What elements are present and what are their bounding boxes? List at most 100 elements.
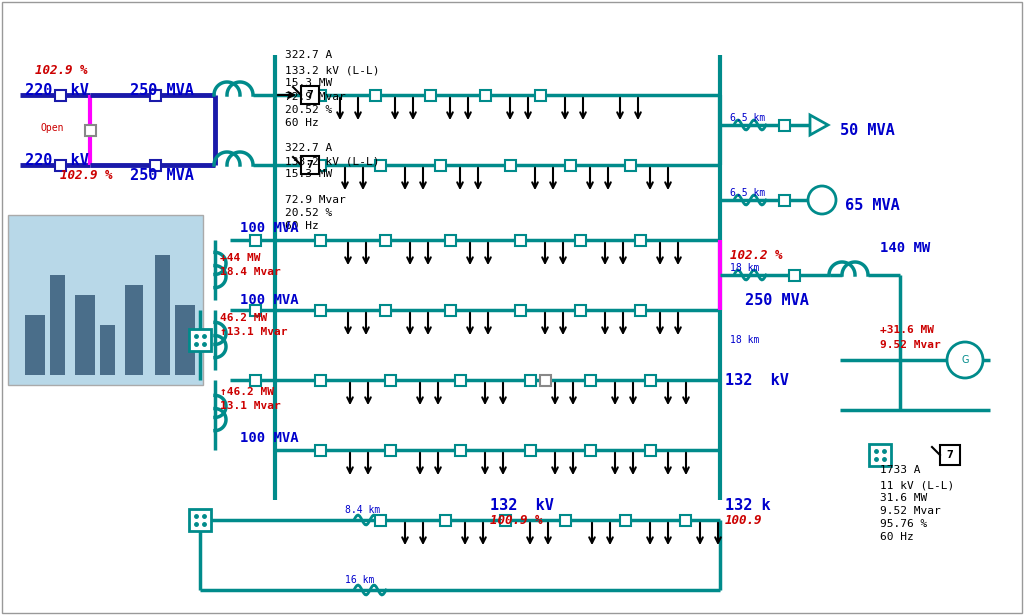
Bar bbox=[375, 159, 385, 170]
Text: 100 MVA: 100 MVA bbox=[240, 293, 299, 307]
Bar bbox=[380, 304, 390, 315]
Bar bbox=[150, 159, 161, 170]
Bar bbox=[869, 444, 891, 466]
Text: 20.52 %: 20.52 % bbox=[285, 105, 332, 115]
Bar bbox=[444, 234, 456, 245]
Bar bbox=[680, 515, 690, 525]
Text: 140 MW: 140 MW bbox=[880, 241, 930, 255]
Text: 60 Hz: 60 Hz bbox=[285, 118, 318, 128]
Bar bbox=[564, 159, 575, 170]
Text: 7: 7 bbox=[306, 90, 313, 100]
Text: 95.76 %: 95.76 % bbox=[880, 519, 928, 529]
Text: 250 MVA: 250 MVA bbox=[130, 167, 194, 183]
Bar bbox=[644, 445, 655, 456]
Text: 11 kV (L-L): 11 kV (L-L) bbox=[880, 480, 954, 490]
Text: 72.9 Mvar: 72.9 Mvar bbox=[285, 92, 346, 102]
Bar bbox=[8, 215, 203, 385]
Bar bbox=[625, 159, 636, 170]
Text: 72.9 Mvar: 72.9 Mvar bbox=[285, 195, 346, 205]
Bar bbox=[314, 375, 326, 386]
Bar bbox=[75, 295, 95, 375]
Bar bbox=[314, 304, 326, 315]
Bar bbox=[125, 285, 143, 375]
Text: 102.9 %: 102.9 % bbox=[60, 169, 113, 181]
Bar bbox=[384, 375, 395, 386]
Bar bbox=[189, 509, 211, 531]
Text: 250 MVA: 250 MVA bbox=[745, 293, 809, 308]
Text: 16 km: 16 km bbox=[345, 575, 375, 585]
Bar bbox=[50, 275, 65, 375]
Bar bbox=[540, 375, 551, 386]
Text: 18.4 Mvar: 18.4 Mvar bbox=[220, 267, 281, 277]
Circle shape bbox=[947, 342, 983, 378]
Bar bbox=[585, 375, 596, 386]
Bar bbox=[425, 90, 435, 100]
Bar bbox=[779, 119, 791, 130]
Bar bbox=[574, 304, 586, 315]
Bar bbox=[314, 445, 326, 456]
Bar bbox=[100, 325, 115, 375]
Text: 50 MVA: 50 MVA bbox=[840, 122, 895, 138]
Text: 31.6 MW: 31.6 MW bbox=[880, 493, 928, 503]
Text: 1733 A: 1733 A bbox=[880, 465, 921, 475]
Bar bbox=[370, 90, 381, 100]
Text: 7: 7 bbox=[946, 450, 953, 460]
Text: 60 Hz: 60 Hz bbox=[880, 532, 913, 542]
Bar bbox=[524, 445, 536, 456]
Bar bbox=[505, 159, 515, 170]
Text: 133.2 kV (L-L): 133.2 kV (L-L) bbox=[285, 65, 380, 75]
Bar bbox=[524, 375, 536, 386]
Bar bbox=[444, 304, 456, 315]
Bar bbox=[620, 515, 631, 525]
Text: 133.2 kV (L-L): 133.2 kV (L-L) bbox=[285, 156, 380, 166]
Text: 65 MVA: 65 MVA bbox=[845, 197, 900, 213]
Bar bbox=[455, 375, 466, 386]
Bar bbox=[384, 445, 395, 456]
Text: 6.5 km: 6.5 km bbox=[730, 113, 765, 123]
Text: 100.9: 100.9 bbox=[725, 514, 763, 526]
Text: G: G bbox=[962, 355, 969, 365]
Bar bbox=[514, 304, 525, 315]
Bar bbox=[500, 515, 511, 525]
Bar bbox=[85, 124, 95, 135]
Text: 132  kV: 132 kV bbox=[725, 373, 788, 387]
Bar bbox=[150, 90, 161, 100]
Text: 8.4 km: 8.4 km bbox=[345, 505, 380, 515]
Bar bbox=[535, 90, 546, 100]
Bar bbox=[635, 304, 645, 315]
Bar bbox=[250, 304, 260, 315]
Bar bbox=[301, 86, 319, 104]
Bar bbox=[250, 234, 260, 245]
Bar bbox=[574, 234, 586, 245]
Bar bbox=[455, 445, 466, 456]
Bar bbox=[25, 315, 45, 375]
Text: 20.52 %: 20.52 % bbox=[285, 208, 332, 218]
Text: 15.3 MW: 15.3 MW bbox=[285, 169, 332, 179]
Bar bbox=[635, 234, 645, 245]
Bar bbox=[301, 156, 319, 174]
Bar bbox=[314, 159, 326, 170]
Bar bbox=[439, 515, 451, 525]
Text: 100 MVA: 100 MVA bbox=[240, 221, 299, 235]
Text: 15.3 MW: 15.3 MW bbox=[285, 78, 332, 88]
Bar bbox=[189, 329, 211, 351]
Text: Open: Open bbox=[40, 123, 63, 133]
Text: 100.9 %: 100.9 % bbox=[490, 514, 543, 526]
Bar bbox=[250, 375, 260, 386]
Text: 18 km: 18 km bbox=[730, 263, 760, 273]
Text: 6.5 km: 6.5 km bbox=[730, 188, 765, 198]
Bar bbox=[155, 255, 170, 375]
Bar bbox=[940, 445, 959, 465]
Text: 102.2 %: 102.2 % bbox=[730, 248, 782, 261]
Text: 132 k: 132 k bbox=[725, 498, 771, 512]
Text: 46.2 MW: 46.2 MW bbox=[220, 313, 267, 323]
Text: 132  kV: 132 kV bbox=[490, 498, 554, 512]
Text: 18 km: 18 km bbox=[730, 335, 760, 345]
Text: 322.7 A: 322.7 A bbox=[285, 50, 332, 60]
Polygon shape bbox=[810, 115, 828, 135]
Text: 250 MVA: 250 MVA bbox=[130, 82, 194, 98]
Bar bbox=[790, 269, 801, 280]
Text: 100 MVA: 100 MVA bbox=[240, 431, 299, 445]
Bar bbox=[175, 305, 195, 375]
Text: ↑46.2 MW: ↑46.2 MW bbox=[220, 387, 274, 397]
